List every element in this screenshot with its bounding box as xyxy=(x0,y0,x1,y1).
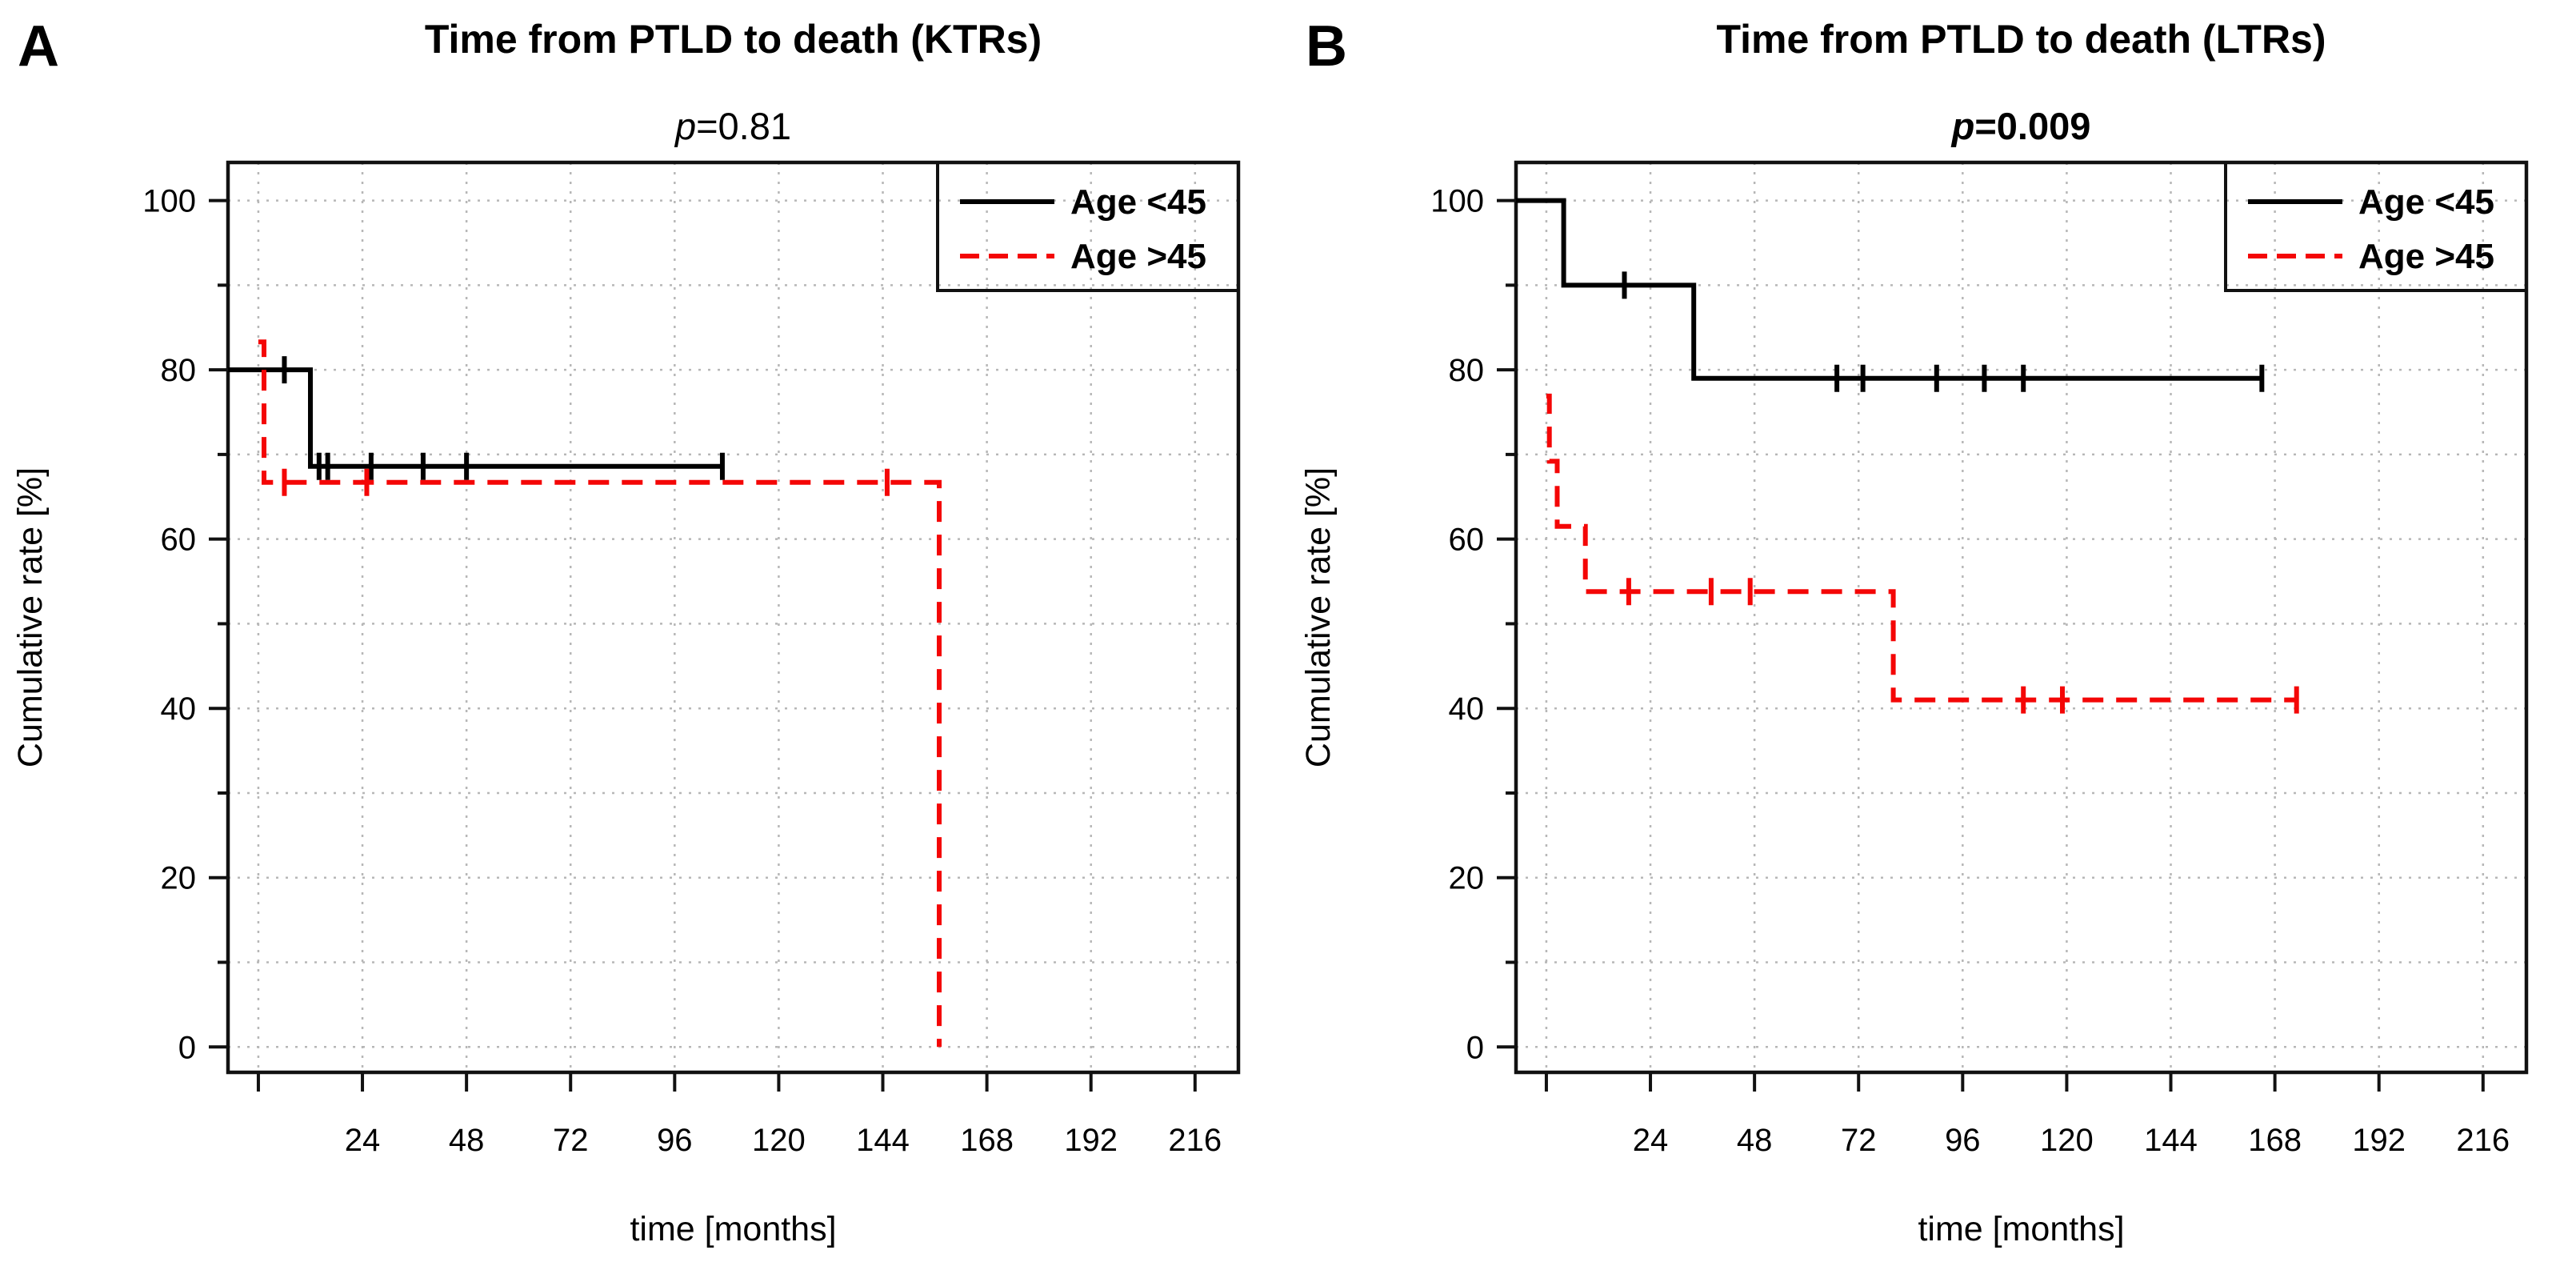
panel-letter: B xyxy=(1306,14,1347,78)
x-tick-label: 216 xyxy=(2456,1123,2510,1158)
y-tick-label: 20 xyxy=(1449,861,1485,896)
grid xyxy=(228,162,1238,1072)
x-tick-label: 168 xyxy=(2248,1123,2302,1158)
km-plot-a: 24 48 72 96 120 144 168 192 216 0 20 40 60 80 100 Age <… xyxy=(11,14,1241,1248)
x-tick-label: 96 xyxy=(657,1123,693,1158)
legend-label: Age <45 xyxy=(1070,182,1206,222)
p-value: p=0.81 xyxy=(674,105,791,147)
panel-letter: A xyxy=(18,14,59,78)
x-tick-label: 24 xyxy=(1633,1123,1669,1158)
x-tick-label: 168 xyxy=(960,1123,1014,1158)
legend-item-age-lt45: Age <45 xyxy=(960,182,1206,222)
plot-box xyxy=(226,160,1241,1075)
x-tick-label: 96 xyxy=(1945,1123,1981,1158)
y-axis-title: Cumulative rate [%] xyxy=(11,467,50,767)
x-tick-label: 120 xyxy=(2040,1123,2094,1158)
y-tick-label: 40 xyxy=(161,691,197,727)
legend-item-age-lt45: Age <45 xyxy=(2248,182,2494,222)
y-axis-ticks xyxy=(1497,198,1516,1049)
y-tick-label: 60 xyxy=(1449,523,1485,558)
x-tick-label: 24 xyxy=(345,1123,381,1158)
y-tick-label: 0 xyxy=(178,1030,196,1065)
legend-item-age-gt45: Age >45 xyxy=(2248,237,2494,276)
y-tick-label: 60 xyxy=(161,523,197,558)
x-axis-ticks xyxy=(1544,1072,2485,1092)
km-curve-age-gt45 xyxy=(258,339,942,1048)
km-plot-b: 24 48 72 96 120 144 168 192 216 0 20 40 60 80 100 Age <… xyxy=(1299,14,2529,1248)
y-tick-label: 0 xyxy=(1466,1030,1484,1065)
y-tick-label: 100 xyxy=(142,184,196,219)
censor-marks-age-lt45 xyxy=(282,356,725,480)
censor-marks-age-gt45 xyxy=(282,468,890,496)
x-axis-title: time [months] xyxy=(1918,1210,2124,1248)
legend-box xyxy=(936,161,1240,292)
chart-title: Time from PTLD to death (KTRs) xyxy=(425,17,1042,62)
censor-marks-age-lt45 xyxy=(1622,271,2265,392)
legend: Age <45 Age >45 xyxy=(936,161,1240,292)
y-tick-label: 40 xyxy=(1449,691,1485,727)
km-curve-age-lt45 xyxy=(228,367,722,469)
km-curve-age-lt45 xyxy=(1516,198,2262,381)
x-tick-label: 216 xyxy=(1168,1123,1222,1158)
x-tick-label: 72 xyxy=(553,1123,589,1158)
km-curve-age-gt45 xyxy=(1546,393,2297,703)
plot-box xyxy=(1514,160,2529,1075)
panel-a: 24 48 72 96 120 144 168 192 216 0 20 40 60 80 100 Age <… xyxy=(11,14,1241,1248)
legend-label: Age >45 xyxy=(1070,237,1206,276)
legend-box xyxy=(2224,161,2528,292)
chart-title: Time from PTLD to death (LTRs) xyxy=(1716,17,2326,62)
x-tick-label: 144 xyxy=(2144,1123,2198,1158)
legend-label: Age >45 xyxy=(2358,237,2494,276)
grid xyxy=(1516,162,2526,1072)
x-axis-title: time [months] xyxy=(630,1210,836,1248)
y-axis-title: Cumulative rate [%] xyxy=(1299,467,1338,767)
y-axis-ticks xyxy=(209,198,228,1049)
x-tick-label: 48 xyxy=(449,1123,485,1158)
legend-item-age-gt45: Age >45 xyxy=(960,237,1206,276)
y-tick-label: 100 xyxy=(1430,184,1484,219)
legend-label: Age <45 xyxy=(2358,182,2494,222)
x-tick-label: 120 xyxy=(752,1123,806,1158)
x-tick-label: 192 xyxy=(2352,1123,2406,1158)
p-value: p=0.009 xyxy=(1950,105,2091,147)
x-axis-ticks xyxy=(256,1072,1197,1092)
legend: Age <45 Age >45 xyxy=(2224,161,2528,292)
censor-marks-age-gt45 xyxy=(1626,578,2299,714)
x-tick-label: 192 xyxy=(1064,1123,1118,1158)
x-tick-label: 48 xyxy=(1737,1123,1773,1158)
panel-b: 24 48 72 96 120 144 168 192 216 0 20 40 60 80 100 Age <… xyxy=(1288,0,2576,1262)
x-tick-label: 72 xyxy=(1841,1123,1877,1158)
y-tick-label: 20 xyxy=(161,861,197,896)
y-tick-label: 80 xyxy=(1449,353,1485,388)
y-tick-label: 80 xyxy=(161,353,197,388)
x-tick-label: 144 xyxy=(856,1123,910,1158)
